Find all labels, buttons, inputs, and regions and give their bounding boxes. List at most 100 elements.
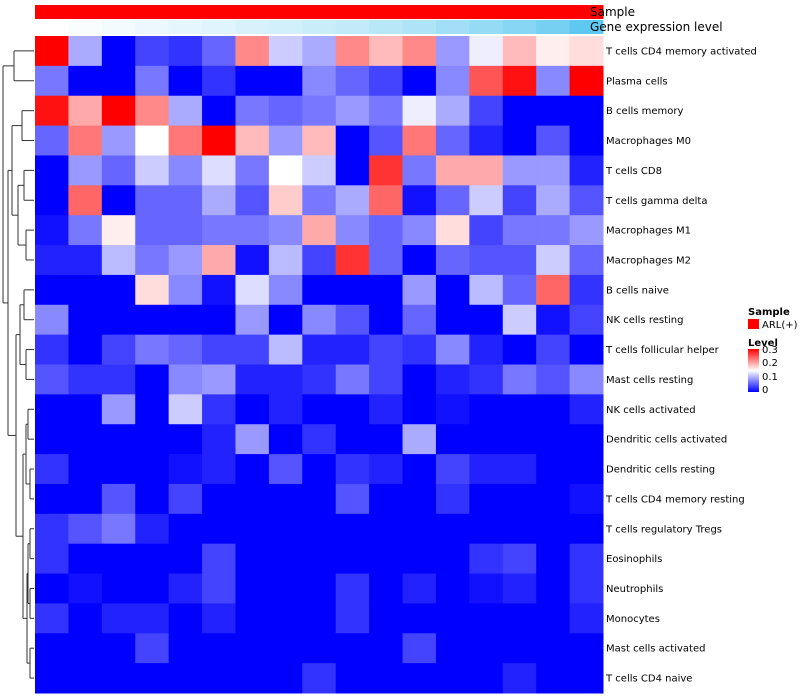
heatmap-cell bbox=[569, 245, 604, 276]
heatmap-cell bbox=[469, 125, 504, 156]
heatmap-cell bbox=[502, 245, 537, 276]
heatmap-cell bbox=[135, 65, 170, 97]
heatmap-cell bbox=[335, 573, 370, 604]
row-dendrogram bbox=[2, 50, 34, 679]
sample-annotation-cell bbox=[168, 5, 203, 19]
heatmap-cell bbox=[369, 483, 404, 515]
row-label: Mast cells resting bbox=[606, 375, 693, 386]
heatmap-cell bbox=[135, 36, 170, 67]
heatmap-cell bbox=[35, 95, 69, 127]
heatmap-cell bbox=[302, 95, 337, 127]
heatmap-cell bbox=[469, 36, 504, 67]
heatmap-cell bbox=[402, 245, 437, 276]
heatmap-cell bbox=[101, 424, 136, 455]
heatmap-cell bbox=[268, 483, 303, 515]
heatmap-cell bbox=[135, 334, 170, 365]
heatmap-cell bbox=[35, 454, 69, 485]
legend-ticks: 0.3 0.2 0.1 0 bbox=[762, 345, 778, 396]
heatmap-cell bbox=[135, 543, 170, 575]
legend-tick-label: 0 bbox=[762, 385, 768, 396]
row-label: Mast cells activated bbox=[606, 644, 705, 655]
heatmap-cell bbox=[35, 424, 69, 455]
heatmap-cell bbox=[202, 394, 236, 425]
heatmap-cell bbox=[335, 454, 370, 485]
heatmap-cell bbox=[302, 483, 337, 515]
heatmap-cell bbox=[502, 424, 537, 455]
heatmap-cell bbox=[402, 36, 437, 67]
heatmap-cell bbox=[101, 155, 136, 186]
heatmap-cell bbox=[135, 155, 170, 186]
heatmap-cell bbox=[101, 394, 136, 425]
heatmap-cell bbox=[202, 663, 236, 694]
row-label: Neutrophils bbox=[606, 584, 663, 595]
heatmap-cell bbox=[536, 364, 571, 395]
heatmap-cell bbox=[469, 424, 504, 455]
heatmap-cell bbox=[502, 185, 537, 216]
heatmap-cell bbox=[402, 663, 437, 694]
heatmap-cell bbox=[202, 215, 236, 246]
heatmap-cell bbox=[335, 245, 370, 276]
heatmap-cell bbox=[502, 334, 537, 365]
sample-annotation-cell bbox=[435, 5, 470, 19]
heatmap-cell bbox=[469, 454, 504, 485]
heatmap-cell bbox=[235, 65, 270, 97]
sample-annotation-cell bbox=[202, 5, 236, 19]
heatmap-cell bbox=[268, 155, 303, 186]
heatmap-cell bbox=[569, 304, 604, 336]
heatmap-cell bbox=[435, 245, 470, 276]
heatmap-cell bbox=[369, 65, 404, 97]
heatmap-cell bbox=[469, 573, 504, 604]
heatmap-cell bbox=[369, 543, 404, 575]
heatmap-cell bbox=[68, 364, 103, 395]
heatmap-cell bbox=[35, 155, 69, 186]
heatmap-cell bbox=[536, 543, 571, 575]
heatmap-cell bbox=[469, 364, 504, 395]
sample-annotation-cell bbox=[369, 5, 404, 19]
heatmap-cell bbox=[101, 663, 136, 694]
expression-annotation-cell bbox=[135, 20, 170, 34]
heatmap-cell bbox=[168, 633, 203, 664]
heatmap-cell bbox=[335, 424, 370, 455]
row-label: T cells CD4 memory resting bbox=[605, 494, 745, 505]
heatmap-cell bbox=[435, 663, 470, 694]
annotation-tracks bbox=[35, 5, 604, 34]
heatmap-cell bbox=[168, 36, 203, 67]
heatmap-cell bbox=[168, 215, 203, 246]
heatmap-cell bbox=[369, 215, 404, 246]
legend-tick-label: 0.2 bbox=[762, 358, 778, 369]
expression-annotation-cell bbox=[369, 20, 404, 34]
heatmap-cell bbox=[469, 245, 504, 276]
heatmap-cell bbox=[569, 125, 604, 156]
heatmap-cell bbox=[469, 543, 504, 575]
heatmap-cell bbox=[202, 36, 236, 67]
heatmap-cell bbox=[268, 36, 303, 67]
heatmap-cell bbox=[435, 543, 470, 575]
heatmap-cell bbox=[235, 364, 270, 395]
heatmap-cell bbox=[536, 125, 571, 156]
heatmap-cell bbox=[202, 185, 236, 216]
expression-track-label: Gene expression level bbox=[590, 20, 723, 34]
heatmap-cell bbox=[335, 513, 370, 545]
heatmap-cell bbox=[502, 394, 537, 425]
heatmap-cell bbox=[302, 65, 337, 97]
heatmap-cell bbox=[335, 304, 370, 336]
heatmap-cell bbox=[168, 454, 203, 485]
heatmap-cell bbox=[302, 633, 337, 664]
heatmap-cell bbox=[369, 125, 404, 156]
heatmap-cell bbox=[302, 424, 337, 455]
heatmap-cell bbox=[235, 633, 270, 664]
expression-annotation-cell bbox=[268, 20, 303, 34]
expression-annotation-cell bbox=[402, 20, 437, 34]
heatmap-cell bbox=[302, 245, 337, 276]
heatmap-cell bbox=[35, 125, 69, 156]
heatmap-cell bbox=[302, 663, 337, 694]
heatmap-cell bbox=[202, 603, 236, 634]
heatmap-cell bbox=[435, 95, 470, 127]
sample-annotation-cell bbox=[268, 5, 303, 19]
heatmap-cell bbox=[335, 394, 370, 425]
row-label: NK cells resting bbox=[606, 315, 683, 326]
heatmap-cell bbox=[435, 483, 470, 515]
heatmap-cell bbox=[135, 215, 170, 246]
heatmap-cell bbox=[202, 95, 236, 127]
heatmap-cell bbox=[135, 454, 170, 485]
